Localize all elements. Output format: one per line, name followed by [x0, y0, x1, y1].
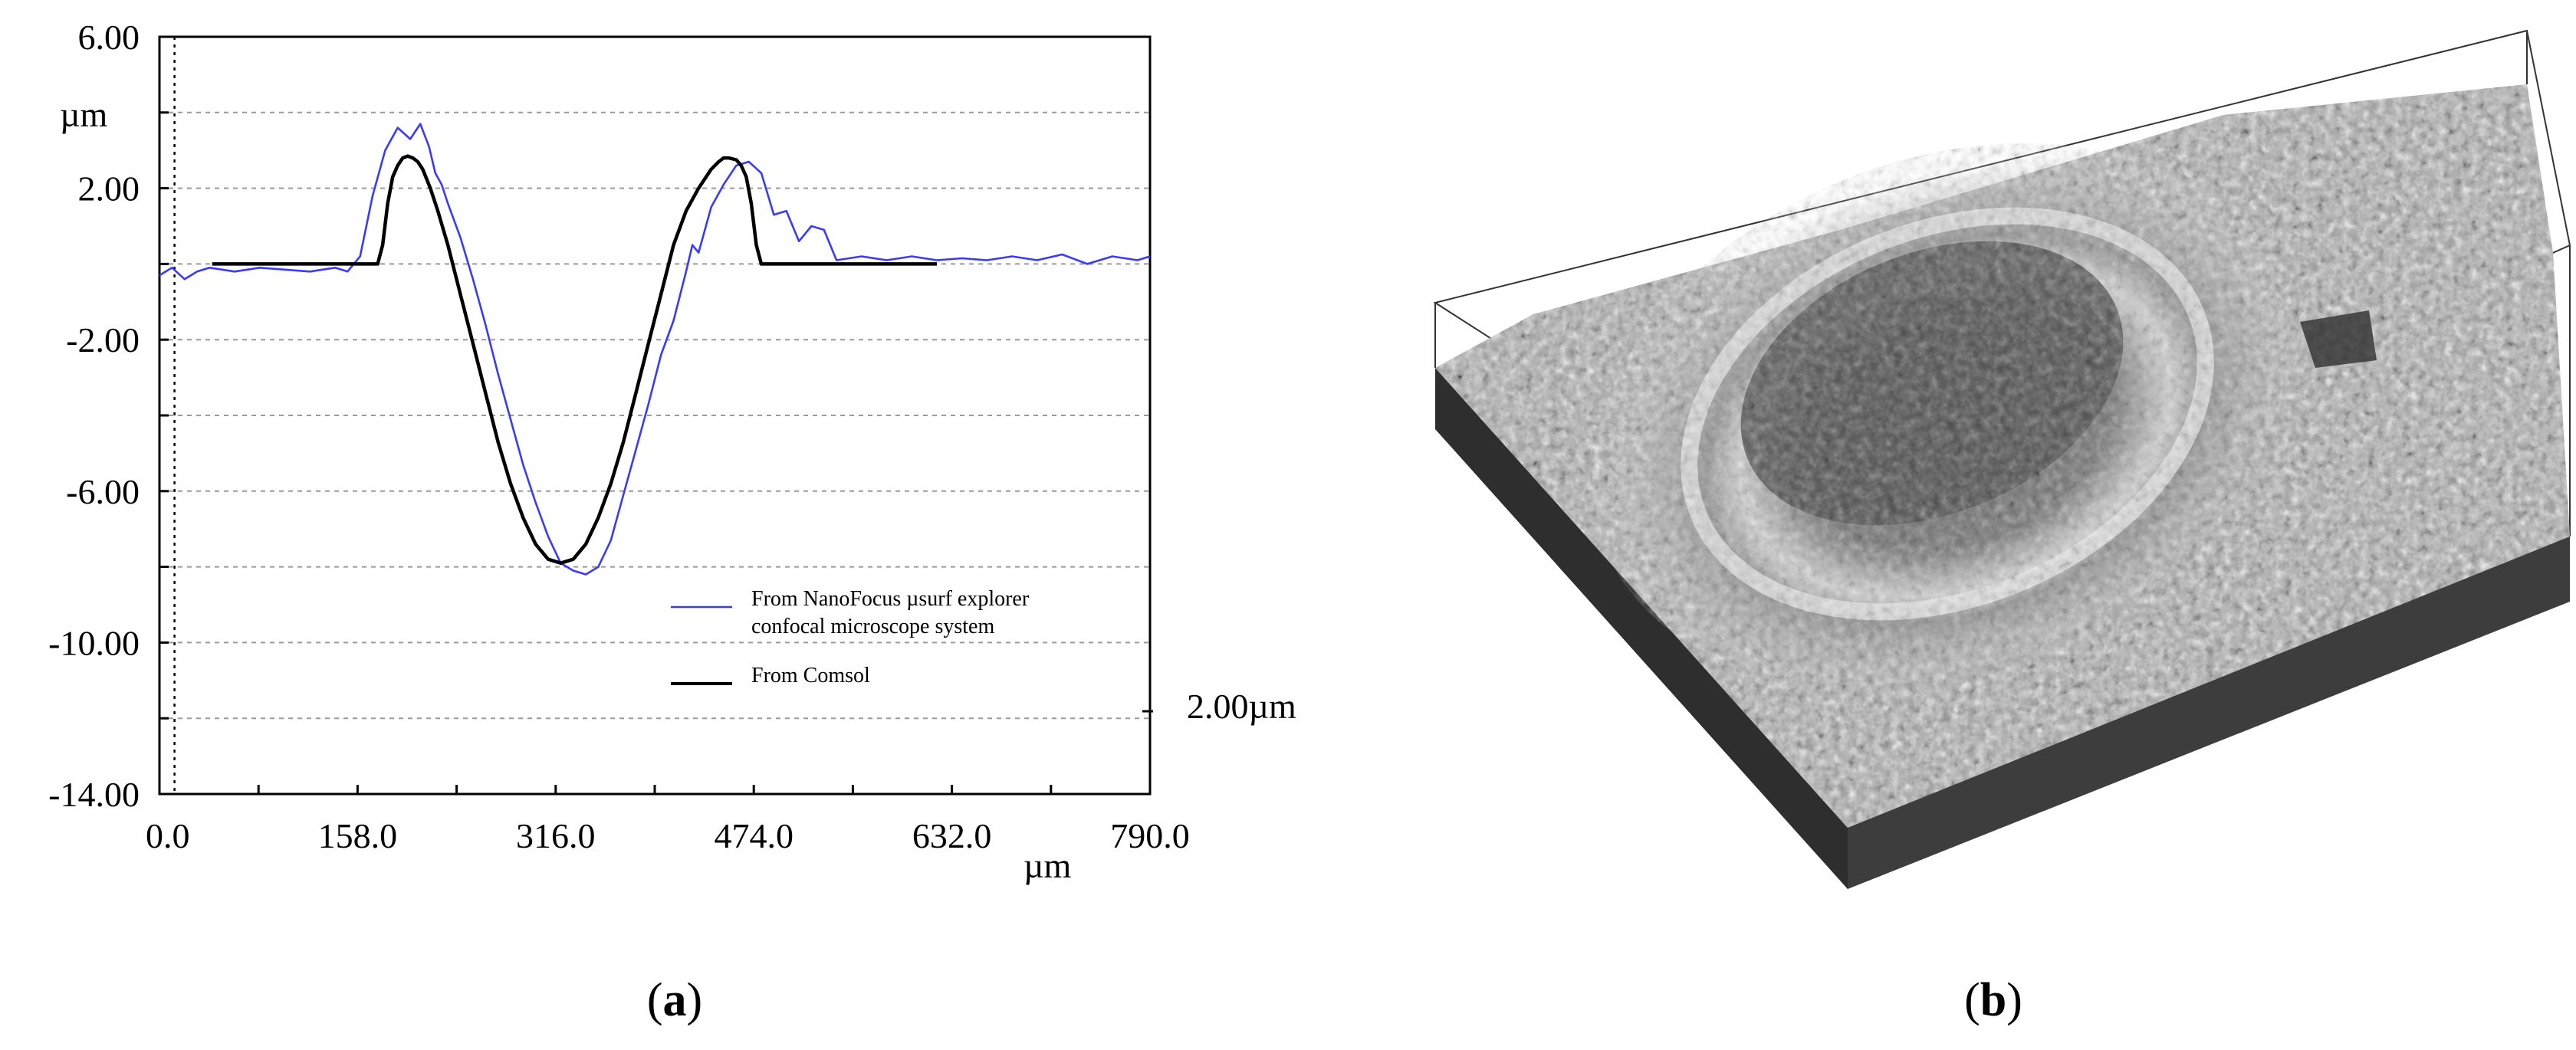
- surface-step: [2300, 310, 2377, 368]
- x-tick-label: 316.0: [516, 816, 596, 855]
- y-tick-label: 6.00: [78, 18, 140, 57]
- x-unit-label: µm: [1024, 846, 1072, 885]
- y-tick-label: -2.00: [66, 320, 140, 359]
- series-line-measured: [159, 123, 1151, 576]
- legend: From NanoFocus µsurf explorer confocal m…: [671, 587, 1030, 687]
- scale-annotation: 2.00µm: [1142, 687, 1296, 726]
- y-tick-label: 2.00: [78, 169, 140, 208]
- block-left-face: [1435, 368, 1848, 889]
- chart-grid: [159, 111, 1150, 720]
- scale-annotation-label: 2.00µm: [1187, 687, 1296, 726]
- x-tick-label: 0.0: [146, 816, 190, 855]
- y-tick-label: -14.00: [48, 775, 140, 814]
- panel-label-a: (a): [647, 974, 702, 1026]
- y-tick-label: -6.00: [66, 472, 140, 511]
- profile-chart: 0.0 158.0 316.0 474.0 632.0 790.0 6.00 2.00 -2.…: [48, 18, 1296, 1026]
- x-tick-label: 790.0: [1110, 816, 1190, 855]
- x-axis-ticks: 0.0 158.0 316.0 474.0 632.0 790.0: [146, 785, 1190, 855]
- legend-label: From NanoFocus µsurf explorer: [751, 587, 1030, 611]
- block-right-face: [1848, 536, 2570, 889]
- surface-3d-image: (b): [1433, 29, 2571, 1026]
- y-tick-label: -10.00: [48, 623, 140, 662]
- panel-letter-a: a: [663, 974, 687, 1026]
- legend-label: From Comsol: [751, 664, 870, 687]
- x-tick-label: 158.0: [318, 816, 398, 855]
- panel-letter-b: b: [1980, 974, 2006, 1026]
- legend-label: confocal microscope system: [751, 615, 994, 638]
- y-axis-ticks: 6.00 2.00 -2.00 -6.00 -10.00 -14.00: [48, 18, 169, 814]
- panel-label-b: (b): [1964, 974, 2022, 1026]
- crater-texture: [1592, 143, 2287, 685]
- x-tick-label: 632.0: [912, 816, 992, 855]
- y-unit-label: µm: [60, 95, 108, 134]
- series-line-comsol: [212, 154, 937, 565]
- series-lines: [159, 123, 1151, 576]
- x-tick-label: 474.0: [714, 816, 794, 855]
